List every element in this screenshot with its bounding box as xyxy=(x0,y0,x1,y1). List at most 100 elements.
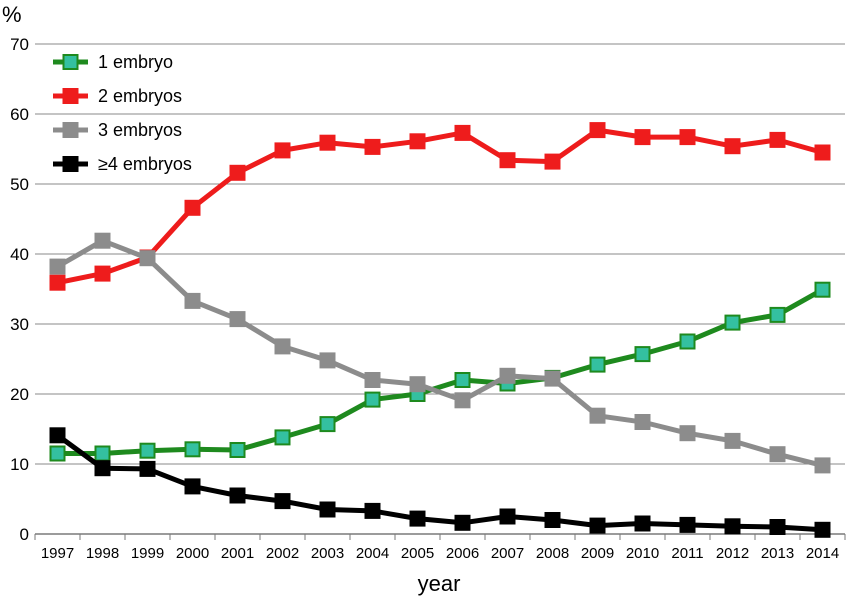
x-tick-label: 2003 xyxy=(311,545,344,562)
legend-item: 1 embryo xyxy=(53,52,173,72)
data-point xyxy=(454,392,471,409)
data-point xyxy=(94,445,111,462)
x-tick-label: 2009 xyxy=(581,545,614,562)
legend-marker xyxy=(62,88,79,104)
data-point xyxy=(364,372,381,388)
data-point xyxy=(319,352,336,369)
data-point xyxy=(49,274,66,291)
data-point xyxy=(634,129,651,146)
x-tick-label: 2010 xyxy=(626,545,659,562)
data-point xyxy=(544,153,561,170)
data-point xyxy=(184,478,201,495)
data-point xyxy=(94,232,111,249)
x-tick-label: 2006 xyxy=(446,545,479,562)
data-point xyxy=(589,407,606,424)
data-point xyxy=(274,142,291,159)
series-2 xyxy=(49,122,831,291)
data-point xyxy=(589,356,606,373)
data-point xyxy=(139,250,156,267)
x-tick-label: 2012 xyxy=(716,545,749,562)
y-tick-label: 70 xyxy=(10,35,29,54)
data-point xyxy=(589,517,606,534)
data-point xyxy=(724,138,741,155)
series-line xyxy=(56,238,824,468)
x-tick-label: 1999 xyxy=(131,545,164,562)
x-tick-label: 2011 xyxy=(671,545,703,562)
data-point xyxy=(769,519,786,535)
x-tick-label: 2005 xyxy=(401,545,434,562)
data-point xyxy=(274,338,291,355)
data-point xyxy=(544,512,561,528)
series-line xyxy=(57,287,824,456)
data-point xyxy=(499,367,516,384)
x-tick-label: 1998 xyxy=(86,545,119,562)
data-point xyxy=(769,306,786,323)
data-point xyxy=(319,134,336,151)
y-tick-label: 30 xyxy=(10,315,29,334)
data-point xyxy=(724,314,741,331)
data-point xyxy=(679,516,696,533)
data-point xyxy=(454,124,471,141)
x-axis-ticks: 1997 1998 1999 2000 2001 2002 2003 2004 2005 2006… xyxy=(34,534,846,562)
x-tick-label: 2007 xyxy=(491,545,524,562)
x-tick-label: 2002 xyxy=(266,545,299,562)
data-point xyxy=(454,372,471,388)
data-point xyxy=(364,138,381,155)
x-tick-label: 2014 xyxy=(806,545,839,562)
y-tick-label: 50 xyxy=(10,175,29,194)
data-point xyxy=(634,414,651,430)
x-axis-title: year xyxy=(418,571,461,596)
legend-label: ≥4 embryos xyxy=(98,154,192,174)
data-point xyxy=(814,281,831,298)
data-point xyxy=(364,391,381,408)
y-axis-ticks: 0 10 20 30 40 50 60 70 xyxy=(10,35,29,544)
data-point xyxy=(229,311,246,328)
x-tick-label: 1997 xyxy=(41,545,74,562)
legend-marker xyxy=(62,122,79,138)
legend-item: 3 embryos xyxy=(53,120,182,140)
data-point xyxy=(184,292,201,309)
x-tick-label: 2000 xyxy=(176,545,209,562)
x-tick-label: 2001 xyxy=(221,545,254,562)
series-3 xyxy=(49,232,831,474)
series-4 xyxy=(49,427,831,538)
legend-marker xyxy=(62,54,79,70)
data-point xyxy=(499,508,516,525)
x-tick-label: 2004 xyxy=(356,545,389,562)
data-point xyxy=(679,333,696,350)
y-tick-label: 0 xyxy=(20,525,29,544)
y-tick-label: 60 xyxy=(10,105,29,124)
data-point xyxy=(409,133,426,150)
data-point xyxy=(589,122,606,139)
y-tick-label: 40 xyxy=(10,245,29,264)
data-point xyxy=(769,446,786,463)
data-point xyxy=(724,518,741,535)
legend-label: 1 embryo xyxy=(98,52,173,72)
data-point xyxy=(544,370,561,387)
data-point xyxy=(769,131,786,148)
x-tick-label: 2013 xyxy=(761,545,794,562)
data-point xyxy=(499,152,516,169)
data-point xyxy=(49,258,66,275)
data-point xyxy=(319,501,336,518)
y-tick-label: 10 xyxy=(10,455,29,474)
x-tick-label: 2008 xyxy=(536,545,569,562)
data-point xyxy=(409,510,426,527)
data-point xyxy=(634,515,651,532)
data-point xyxy=(679,129,696,146)
y-tick-label: 20 xyxy=(10,385,29,404)
data-point xyxy=(454,514,471,531)
data-point xyxy=(229,164,246,181)
data-point xyxy=(409,376,426,393)
data-point xyxy=(184,199,201,216)
legend-item: ≥4 embryos xyxy=(53,154,192,174)
data-point xyxy=(814,144,831,161)
data-point xyxy=(139,442,156,459)
legend-label: 2 embryos xyxy=(98,86,182,106)
data-point xyxy=(679,425,696,442)
y-axis-title: % xyxy=(2,2,22,27)
legend: 1 embryo 2 embryos 3 embryos ≥4 embryos xyxy=(53,52,192,174)
grid-lines xyxy=(35,43,845,465)
data-point xyxy=(634,346,651,363)
data-point xyxy=(139,460,156,477)
